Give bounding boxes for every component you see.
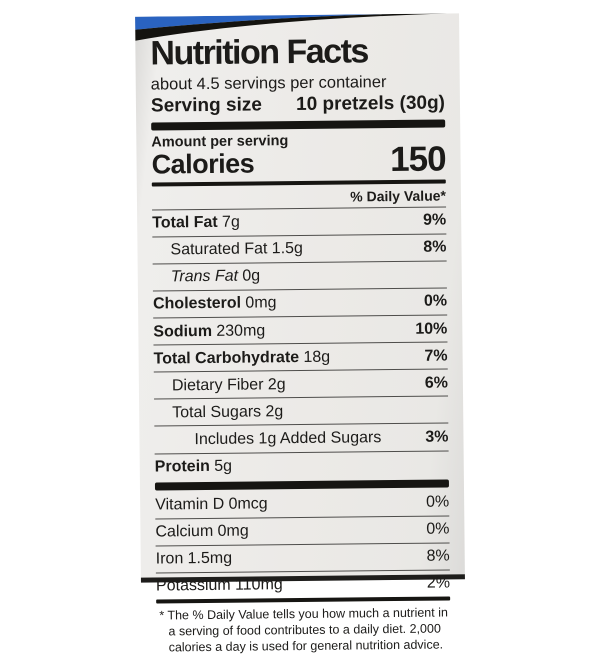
nutrient-name: Total Sugars [172, 403, 262, 422]
nutrient-amount: 230mg [216, 321, 266, 340]
nutrient-name: Cholesterol [152, 295, 242, 314]
calories-value: 150 [389, 139, 446, 180]
nutrient-amount: 5g [214, 457, 233, 475]
nutrient-dv: 7% [424, 347, 448, 365]
calories-label: Calories [151, 148, 255, 180]
vitamin-row-iron: Iron 1.5mg 8% [155, 542, 450, 573]
nutrient-row-total-carbohydrate: Total Carbohydrate 18g 7% [153, 341, 448, 372]
package-swoosh-graphic [135, 13, 448, 41]
nutrient-row-sodium: Sodium 230mg 10% [153, 314, 448, 345]
nutrient-name: Dietary Fiber [171, 376, 264, 395]
vitamin-amount: 0mcg [228, 495, 268, 513]
nutrient-row-protein: Protein 5g [154, 449, 449, 481]
vitamin-name: Potassium [155, 577, 231, 595]
nutrient-name: Sodium [153, 322, 213, 341]
vitamin-name: Vitamin D [155, 495, 225, 514]
nutrient-amount: 2g [267, 375, 286, 394]
vitamin-amount: 110mg [234, 576, 283, 595]
page-background: Nutrition Facts about 4.5 servings per c… [135, 13, 465, 654]
nutrient-amount: 18g [303, 348, 331, 366]
nutrient-amount: 7g [221, 213, 240, 232]
serving-size-value: 10 pretzels (30g) [295, 92, 446, 115]
nutrient-dv: 9% [422, 211, 447, 229]
daily-value-header: % Daily Value* [350, 187, 447, 205]
nutrient-name: Saturated Fat [170, 240, 268, 259]
nutrition-label: Nutrition Facts about 4.5 servings per c… [135, 13, 465, 654]
nutrient-dv: 10% [415, 320, 448, 338]
nutrient-dv: 6% [424, 374, 448, 392]
nutrient-amount: 0g [242, 267, 261, 285]
nutrient-name: Trans Fat [170, 268, 239, 286]
serving-size-label: Serving size [150, 94, 262, 117]
vitamin-amount: 0mg [217, 522, 249, 541]
nutrient-dv: 3% [425, 428, 449, 446]
vitamin-name: Calcium [155, 523, 214, 541]
nutrient-dv: 0% [423, 292, 448, 311]
vitamin-dv: 8% [426, 547, 450, 566]
nutrient-row-cholesterol: Cholesterol 0mg 0% [152, 287, 448, 318]
nutrient-amount: 1.5g [271, 240, 303, 258]
nutrient-name: Total Carbohydrate [153, 348, 300, 368]
nutrient-amount: 0mg [245, 294, 277, 313]
vitamin-row-calcium: Calcium 0mg 0% [155, 515, 450, 546]
vitamin-dv: 0% [425, 493, 450, 511]
nutrient-name: Includes 1g Added Sugars [194, 429, 382, 449]
vitamin-row-vitamin-d: Vitamin D 0mcg 0% [155, 489, 449, 518]
nutrient-row-trans-fat: Trans Fat 0g [152, 260, 447, 291]
vitamin-dv: 0% [426, 520, 450, 538]
nutrient-amount: 2g [265, 403, 284, 421]
calories-section: Amount per serving Calories 150 [151, 127, 446, 182]
vitamin-dv: 2% [426, 574, 451, 593]
serving-size-row: Serving size 10 pretzels (30g) [151, 92, 445, 122]
nutrient-dv: 8% [423, 238, 447, 257]
label-title: Nutrition Facts [150, 32, 369, 73]
nutrient-name: Protein [154, 458, 210, 476]
servings-per-container: about 4.5 servings per container [150, 72, 387, 94]
nutrient-name: Total Fat [152, 214, 218, 232]
daily-value-footnote: * The % Daily Value tells you how much a… [159, 605, 448, 654]
nutrient-row-total-sugars: Total Sugars 2g [154, 395, 449, 426]
vitamin-amount: 1.5mg [187, 550, 233, 568]
nutrient-row-total-fat: Total Fat 7g 9% [152, 206, 447, 237]
nutrient-row-saturated-fat: Saturated Fat 1.5g 8% [152, 233, 447, 264]
vitamin-name: Iron [155, 550, 184, 568]
vitamin-row-potassium: Potassium 110mg 2% [155, 569, 451, 600]
nutrient-row-dietary-fiber: Dietary Fiber 2g 6% [153, 368, 449, 399]
nutrient-row-added-sugars: Includes 1g Added Sugars 3% [154, 422, 449, 454]
